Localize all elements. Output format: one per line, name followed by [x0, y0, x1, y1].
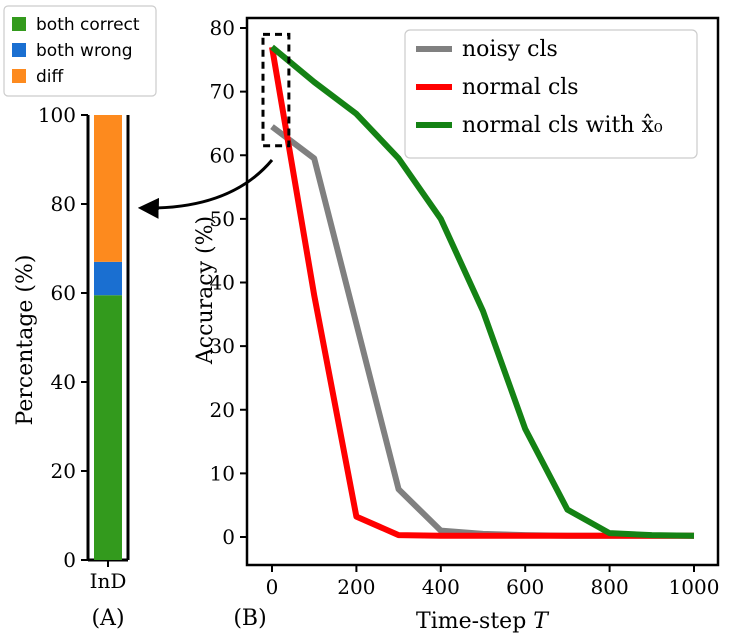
b-xtick-label: 200 [337, 575, 375, 599]
a-ytick-label: 0 [63, 548, 76, 572]
panel-b-lines [269, 44, 695, 539]
b-frame [245, 16, 720, 567]
highlight-box [261, 32, 291, 148]
a-ytick-label: 20 [51, 459, 76, 483]
panel-a-label: (A) [91, 606, 124, 631]
b-xtick-label: 400 [422, 575, 460, 599]
legend-a: both correct both wrong diff [3, 5, 157, 97]
a-ytick-label: 60 [51, 281, 76, 305]
legend-b-label: normal cls [462, 75, 579, 100]
panel-a: both correct both wrong diff 0 20 40 60 80 100 I… [3, 5, 157, 631]
panel-b-label: (B) [233, 606, 266, 631]
b-xtick-label: 600 [506, 575, 544, 599]
legend-a-swatch [12, 69, 26, 83]
bar-segment-both-wrong [94, 261, 122, 296]
legend-a-frame [3, 5, 157, 97]
bar-segment-both-correct [94, 295, 122, 560]
b-xtick-label: 800 [591, 575, 629, 599]
legend-b-frame [404, 29, 698, 159]
b-ytick-label: 0 [222, 525, 235, 549]
legend-b: noisy cls normal cls normal cls with x̂₀ [404, 29, 698, 159]
a-ytick-label: 80 [51, 192, 76, 216]
b-ytick-label: 30 [210, 334, 235, 358]
b-ytick-label: 70 [210, 80, 235, 104]
a-ytick-label: 40 [51, 370, 76, 394]
b-ytick-label: 60 [210, 143, 235, 167]
b-xtick-label: 1000 [669, 575, 720, 599]
b-ytick-label: 20 [210, 398, 235, 422]
legend-a-label: diff [36, 67, 65, 87]
series-line-noisy-cls [270, 124, 694, 539]
callout-arrow [137, 159, 274, 219]
legend-a-swatch [12, 43, 26, 57]
b-ytick-label: 50 [210, 207, 235, 231]
legend-b-label: noisy cls [462, 37, 558, 62]
panel-b-xlabel: Time-step T [416, 609, 550, 634]
panel-a-ylabel: Percentage (%) [13, 255, 38, 426]
series-line-normal-cls-with-x [270, 44, 695, 539]
legend-b-label: normal cls with x̂₀ [462, 113, 663, 138]
legend-a-label: both wrong [36, 41, 133, 61]
legend-a-swatch [12, 17, 26, 31]
b-ytick-label: 10 [210, 461, 235, 485]
bar-segment-diff [94, 115, 122, 262]
b-xtick-label: 0 [266, 575, 279, 599]
b-ytick-label: 80 [210, 16, 235, 40]
panel-a-bars [94, 115, 122, 560]
legend-a-label: both correct [36, 15, 140, 35]
panel-b-ylabel: Accuracy (%) [193, 216, 218, 365]
a-ytick-label: 100 [38, 103, 76, 127]
b-ytick-label: 40 [210, 271, 235, 295]
a-xtick-label: InD [90, 569, 127, 593]
